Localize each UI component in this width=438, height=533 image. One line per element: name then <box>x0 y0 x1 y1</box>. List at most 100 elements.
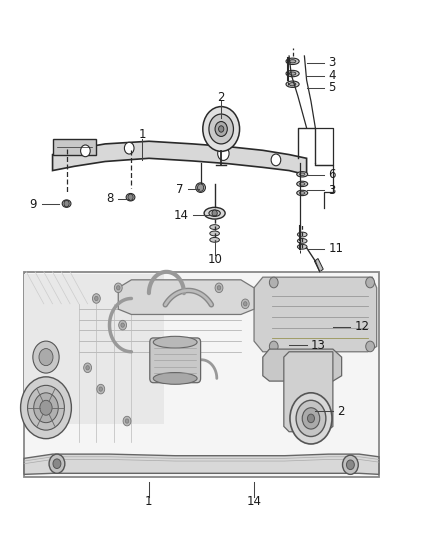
Circle shape <box>53 459 61 469</box>
Ellipse shape <box>289 83 296 86</box>
Circle shape <box>269 277 278 288</box>
Ellipse shape <box>286 70 299 77</box>
Text: 11: 11 <box>328 243 343 255</box>
Circle shape <box>99 387 102 391</box>
Circle shape <box>203 107 240 151</box>
Polygon shape <box>53 141 307 175</box>
Polygon shape <box>284 352 333 432</box>
Circle shape <box>121 323 124 327</box>
Ellipse shape <box>300 182 305 185</box>
Circle shape <box>366 341 374 352</box>
Circle shape <box>219 126 224 132</box>
Text: 2: 2 <box>337 405 345 418</box>
Circle shape <box>34 393 58 423</box>
Ellipse shape <box>297 232 307 237</box>
FancyBboxPatch shape <box>150 338 201 383</box>
Text: 4: 4 <box>328 69 336 82</box>
Circle shape <box>290 393 332 444</box>
Circle shape <box>218 147 229 160</box>
Circle shape <box>92 294 100 303</box>
Circle shape <box>39 349 53 366</box>
Circle shape <box>21 377 71 439</box>
Ellipse shape <box>204 207 225 219</box>
Circle shape <box>366 277 374 288</box>
Circle shape <box>215 283 223 293</box>
Circle shape <box>123 416 131 426</box>
Polygon shape <box>118 280 254 314</box>
Circle shape <box>33 341 59 373</box>
Text: 1: 1 <box>145 495 153 507</box>
Circle shape <box>209 114 233 144</box>
Ellipse shape <box>297 172 307 177</box>
Text: 6: 6 <box>328 168 336 181</box>
Circle shape <box>28 385 64 430</box>
Text: 14: 14 <box>173 209 188 222</box>
Ellipse shape <box>289 72 296 75</box>
Text: 1: 1 <box>138 128 146 141</box>
Text: 3: 3 <box>328 184 336 197</box>
Text: 10: 10 <box>207 253 222 265</box>
FancyBboxPatch shape <box>24 274 164 424</box>
Ellipse shape <box>62 200 71 207</box>
Ellipse shape <box>210 225 219 230</box>
Circle shape <box>114 283 122 293</box>
Circle shape <box>302 408 320 429</box>
Polygon shape <box>24 454 379 474</box>
FancyBboxPatch shape <box>24 272 379 477</box>
Ellipse shape <box>196 183 205 192</box>
Text: 8: 8 <box>106 192 114 205</box>
Ellipse shape <box>153 336 197 348</box>
Circle shape <box>271 154 281 166</box>
Circle shape <box>97 384 105 394</box>
Polygon shape <box>53 139 96 155</box>
Circle shape <box>212 210 217 216</box>
Circle shape <box>117 286 120 290</box>
Circle shape <box>84 363 92 373</box>
Text: 3: 3 <box>328 56 336 69</box>
Circle shape <box>125 419 129 423</box>
Circle shape <box>346 460 354 470</box>
Circle shape <box>40 400 52 415</box>
Circle shape <box>95 296 98 301</box>
Circle shape <box>81 145 90 157</box>
Text: 13: 13 <box>311 339 326 352</box>
Text: 5: 5 <box>328 82 336 94</box>
Text: 9: 9 <box>30 198 37 211</box>
Circle shape <box>307 414 314 423</box>
Ellipse shape <box>289 60 296 63</box>
Circle shape <box>198 184 204 191</box>
Ellipse shape <box>286 58 299 64</box>
Circle shape <box>128 194 133 200</box>
Circle shape <box>64 200 69 207</box>
Circle shape <box>217 286 221 290</box>
Polygon shape <box>314 259 323 272</box>
Ellipse shape <box>209 210 220 216</box>
Ellipse shape <box>300 191 305 194</box>
Polygon shape <box>254 277 377 352</box>
Text: 7: 7 <box>177 183 184 196</box>
Circle shape <box>119 320 127 330</box>
Circle shape <box>343 455 358 474</box>
Circle shape <box>244 302 247 306</box>
Text: 14: 14 <box>247 495 261 507</box>
Circle shape <box>241 299 249 309</box>
Circle shape <box>49 454 65 473</box>
Circle shape <box>269 341 278 352</box>
Ellipse shape <box>297 239 307 243</box>
Ellipse shape <box>286 81 299 87</box>
Ellipse shape <box>297 190 307 196</box>
Text: 12: 12 <box>355 320 370 333</box>
Ellipse shape <box>210 237 219 242</box>
Ellipse shape <box>126 193 135 201</box>
Circle shape <box>124 142 134 154</box>
Circle shape <box>215 122 227 136</box>
Text: 2: 2 <box>217 91 225 103</box>
Ellipse shape <box>300 173 305 176</box>
Circle shape <box>296 400 326 437</box>
Ellipse shape <box>153 373 197 384</box>
Polygon shape <box>263 349 342 381</box>
Ellipse shape <box>297 181 307 187</box>
Circle shape <box>86 366 89 370</box>
Ellipse shape <box>297 244 307 249</box>
Ellipse shape <box>210 231 219 236</box>
